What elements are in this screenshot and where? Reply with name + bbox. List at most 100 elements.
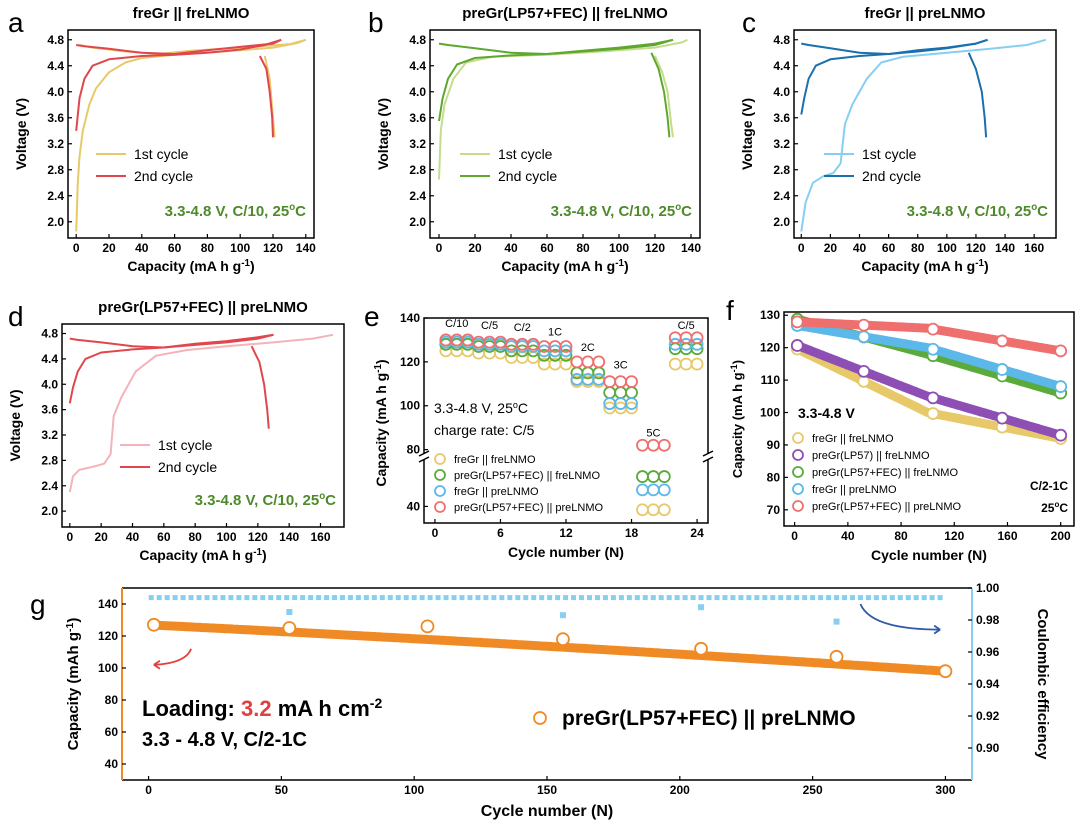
series-line-1 [68,333,274,404]
capacity-marker [938,664,953,679]
data-marker-3 [592,355,606,369]
y-tick-label: 0.90 [976,741,1000,755]
data-marker-0 [646,503,660,517]
efficiency-marker [865,595,871,601]
efficiency-marker [618,595,624,601]
condition-annotation-unit: C [681,203,692,220]
x-axis-label-text: Capacity (mA h g [127,258,241,274]
x-tick-label: 60 [540,241,554,255]
capacity-marker [282,621,297,635]
efficiency-marker [770,595,776,601]
efficiency-marker [706,595,712,601]
x-tick-label: 40 [853,241,867,255]
y-axis-label-close: ) [730,360,745,364]
y-tick-label: 2.4 [47,189,64,203]
data-marker-3 [559,340,573,353]
condition-annotation-text: 3.3-4.8 V, C/10, 25 [551,203,676,220]
series-line-3 [967,52,988,138]
y-tick-label: 4.4 [773,59,790,73]
legend-label: 1st cycle [498,146,553,162]
condition-annotation-text: 3.3-4.8 V, C/10, 25 [195,492,320,509]
efficiency-dip-marker [286,609,293,615]
efficiency-marker [180,595,186,601]
data-marker-3 [679,331,693,345]
legend-label: freGr || freLNMO [454,454,536,466]
condition-annotation-degree: o [319,491,325,502]
data-marker-2 [657,483,671,497]
legend-marker [792,483,804,495]
data-marker-3 [657,438,671,452]
data-marker-0 [679,357,693,371]
y-tick-label: 2.0 [47,215,64,229]
data-marker-1 [926,391,940,405]
y-axis-label: Capacity (mA h g-1) [729,360,745,478]
efficiency-marker [810,595,816,601]
x-tick-label: 20 [824,241,838,255]
efficiency-marker [411,595,417,601]
y-tick-label: 4.0 [41,377,58,391]
x-tick-label: 40 [126,530,140,544]
axis-arrow-left-head [153,660,161,670]
efficiency-marker [610,595,616,601]
x-tick-label: 12 [559,526,573,540]
efficiency-marker [483,595,489,601]
x-tick-label: 200 [670,783,690,797]
efficiency-marker [395,595,401,601]
x-tick-label: 140 [681,241,701,255]
x-tick-label: 18 [625,526,639,540]
y-tick-label: 3.6 [773,111,790,125]
efficiency-marker [802,595,808,601]
efficiency-marker [889,595,895,601]
series-line-2 [438,38,674,122]
x-tick-label: 40 [504,241,518,255]
y-tick-label: 4.8 [41,327,58,341]
y-tick-label: 2.8 [41,453,58,467]
y-tick-label: 4.0 [409,85,426,99]
efficiency-marker [881,595,887,601]
x-tick-label: 100 [230,241,250,255]
x-axis-label-exponent: -1 [615,258,624,269]
efficiency-marker [491,595,497,601]
efficiency-marker [746,595,752,601]
legend-label: 1st cycle [158,437,213,453]
y-tick-label: 3.6 [41,403,58,417]
x-tick-label: 120 [966,241,986,255]
data-marker-0 [690,357,704,371]
efficiency-marker [842,595,847,601]
y-tick-label: 120 [760,341,780,355]
legend-label: freGr || freLNMO [812,433,894,445]
y-axis-label: Voltage (V) [13,98,29,170]
efficiency-marker [244,595,250,601]
temperature-value: 25 [1041,501,1055,515]
data-marker-4 [857,318,871,332]
efficiency-marker [626,595,632,601]
legend-label: 2nd cycle [158,459,217,475]
axis-break-mark [418,450,430,457]
data-marker-4 [790,315,804,329]
y-axis-label-text: Capacity (mA h g [730,372,745,478]
x-axis-label: Cycle number (N) [508,544,624,560]
efficiency-marker [786,595,792,601]
data-marker-1 [559,348,573,362]
data-marker-3 [603,375,617,389]
efficiency-marker [873,595,879,601]
efficiency-marker [674,595,680,601]
efficiency-marker [658,595,664,601]
panel-title: preGr(LP57+FEC) || preLNMO [98,299,308,316]
data-marker-3 [1054,380,1068,393]
x-tick-label: 80 [911,241,925,255]
legend-label: freGr || preLNMO [454,486,539,498]
panel-e: e 80 100 120 140 40 0 6 12 18 24 Cycle number (N) Ca… [364,301,714,560]
data-marker-4 [1054,344,1068,358]
y-tick-label: 80 [407,443,421,457]
efficiency-marker [499,595,505,601]
capacity-marker [556,632,570,647]
x-axis-label: Cycle number (N) [871,547,987,563]
efficiency-marker [387,595,393,601]
legend-marker [434,501,446,513]
y-tick-label: 4.0 [773,85,790,99]
data-marker-0 [668,357,682,371]
data-marker-3 [857,330,871,344]
series-line-3 [76,38,282,55]
y-tick-label: 90 [767,438,781,452]
